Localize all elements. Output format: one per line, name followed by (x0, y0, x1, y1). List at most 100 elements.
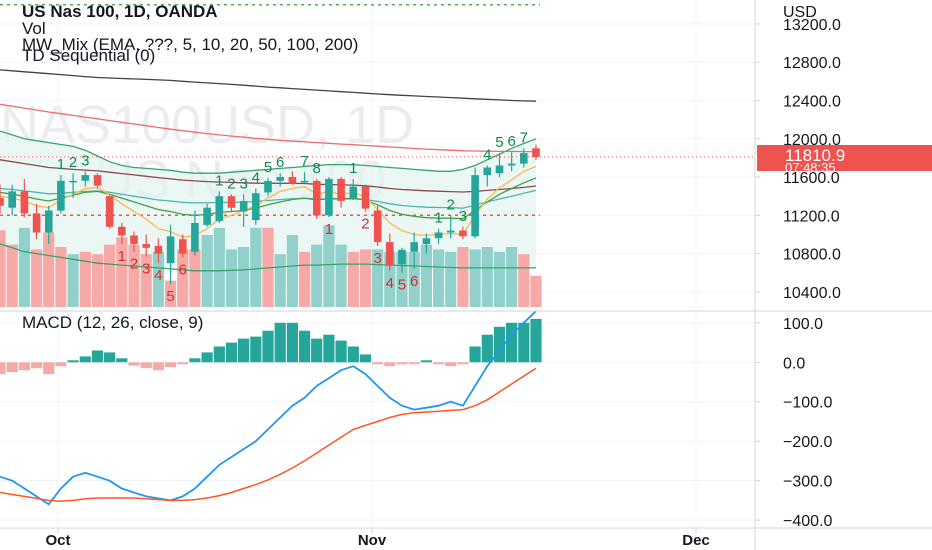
td-count-label: 2 (361, 215, 369, 232)
macd-histogram-bar (530, 318, 542, 363)
macd-panel (0, 310, 542, 506)
candle-body (166, 236, 175, 264)
td-count-label: 7 (520, 129, 528, 146)
volume-bar (189, 249, 201, 307)
candle-body (81, 175, 90, 181)
td-legend: TD Sequential (0) (22, 46, 156, 65)
candle-body (252, 193, 260, 221)
td-count-label: 5 (495, 134, 503, 151)
macd-tick-label: −400.0 (783, 513, 832, 530)
volume-bar (469, 249, 481, 307)
volume-bar (128, 244, 140, 307)
candle-body (264, 180, 272, 193)
macd-histogram-bar (433, 362, 445, 365)
volume-bar (67, 254, 79, 307)
candle-body (57, 180, 65, 211)
volume-bar (359, 249, 372, 307)
macd-histogram-bar (335, 340, 347, 363)
macd-histogram-bar (250, 336, 262, 363)
td-count-label: 6 (179, 261, 187, 278)
td-count-label: 6 (410, 273, 418, 290)
candle-body (239, 201, 248, 212)
price-tick-label: 12800.0 (783, 55, 841, 72)
volume-legend: Vol (22, 19, 46, 38)
volume-bar (384, 251, 396, 307)
td-count-label: 4 (252, 170, 260, 187)
td-count-label: 2 (447, 196, 455, 213)
axis-labels: 13200.0 12800.0 12400.0 12000.0 11600.0 11200… (45, 17, 840, 549)
macd-tick-label: 0.0 (783, 355, 805, 372)
macd-histogram-bar (408, 362, 420, 365)
macd-histogram-bar (372, 362, 384, 365)
volume-bar (433, 249, 445, 307)
macd-tick-label: −200.0 (783, 434, 832, 451)
macd-tick-label: −300.0 (783, 474, 832, 491)
candle-body (288, 177, 297, 184)
volume-bar (177, 249, 189, 307)
td-count-label: 8 (313, 160, 321, 177)
macd-histogram-bar (213, 346, 225, 363)
candle-body (8, 191, 16, 208)
volume-bar (43, 232, 55, 307)
volume-bar (274, 254, 286, 307)
volume-bar (18, 227, 30, 307)
td-count-label: 1 (215, 172, 223, 189)
volume-bar (213, 227, 225, 307)
candle-body (337, 178, 345, 201)
macd-histogram-bar (274, 322, 286, 363)
td-count-label: 3 (239, 175, 247, 192)
ema5-line (0, 165, 537, 238)
td-count-label: 7 (300, 153, 308, 170)
candle-body (313, 180, 321, 216)
td-count-label: 4 (483, 147, 491, 164)
td-count-label: 3 (81, 152, 89, 169)
td-count-label: 1 (57, 156, 65, 173)
candle-body (215, 196, 224, 222)
macd-histogram-bar (104, 352, 116, 363)
macd-tick-label: −100.0 (783, 395, 832, 412)
last-price-tag: 11810.9 07:48:35 (757, 145, 932, 175)
td-count-label: 4 (154, 267, 162, 284)
grid (0, 0, 760, 533)
signal-line (0, 367, 537, 502)
macd-histogram-bar (262, 330, 274, 363)
td-count-label: 2 (130, 256, 138, 273)
volume-bar (0, 230, 6, 307)
macd-histogram-bar (518, 322, 530, 363)
time-axis-label: Dec (682, 532, 710, 549)
td-count-label: 1 (118, 248, 126, 265)
time-axis-label: Oct (45, 532, 70, 549)
td-count-label: 4 (386, 275, 394, 292)
macd-histogram-bar (140, 362, 152, 369)
macd-histogram-bar (323, 334, 335, 363)
candle-body (386, 242, 394, 266)
macd-histogram-bar (177, 362, 189, 365)
td-count-label: 3 (459, 208, 467, 225)
price-tick-label: 10400.0 (783, 285, 841, 302)
volume-bar (420, 244, 432, 307)
volume-bar (299, 251, 311, 307)
macd-histogram-bar (396, 362, 408, 365)
candle-body (520, 153, 528, 164)
macd-histogram-bar (18, 362, 30, 371)
price-tick-label: 13200.0 (783, 17, 841, 34)
macd-histogram-bar (493, 326, 506, 363)
candle-body (471, 175, 479, 237)
candle-body (191, 223, 199, 252)
candle-body (447, 230, 455, 233)
candles (0, 144, 540, 285)
candle-body (20, 191, 29, 214)
macd-histogram-bar (506, 322, 518, 363)
macd-histogram-bar (31, 362, 43, 369)
macd-tick-label: 100.0 (783, 316, 823, 333)
volume-bar (335, 244, 347, 307)
candle-body (349, 186, 358, 199)
macd-histogram-bar (225, 342, 238, 363)
volume-bar (408, 251, 420, 307)
td-count-label: 5 (166, 288, 174, 305)
macd-histogram-bar (152, 362, 164, 371)
volume-bar (518, 254, 530, 307)
time-axis-label: Nov (358, 532, 387, 549)
